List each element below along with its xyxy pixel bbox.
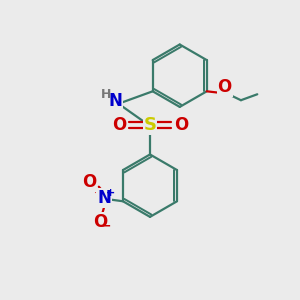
Text: +: + bbox=[106, 188, 115, 198]
Text: O: O bbox=[94, 213, 108, 231]
Text: O: O bbox=[112, 116, 126, 134]
Text: O: O bbox=[218, 78, 232, 96]
Text: H: H bbox=[101, 88, 111, 100]
Text: −: − bbox=[101, 219, 111, 232]
Text: O: O bbox=[82, 173, 96, 191]
Text: N: N bbox=[97, 189, 111, 207]
Text: O: O bbox=[174, 116, 188, 134]
Text: S: S bbox=[143, 116, 157, 134]
Text: N: N bbox=[108, 92, 122, 110]
